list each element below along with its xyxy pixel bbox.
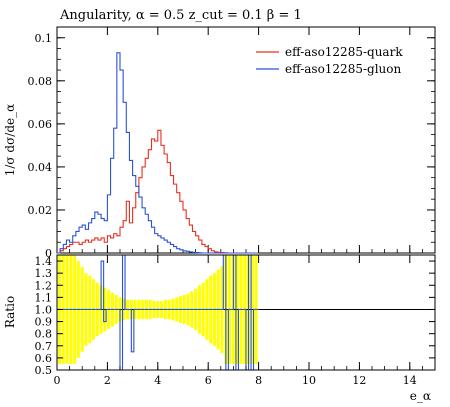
x-tick-label: 8 [255, 374, 262, 387]
x-tick-label: 4 [154, 374, 161, 387]
ratio-y-tick-label: 0.8 [35, 328, 53, 341]
legend-label-gluon: eff-aso12285-gluon [285, 62, 401, 76]
ratio-y-tick-label: 1.2 [35, 279, 53, 292]
histogram-quark [57, 129, 259, 254]
histogram-gluon [57, 52, 259, 254]
y-tick-label: 0.02 [28, 204, 53, 217]
x-tick-label: 10 [302, 374, 316, 387]
ratio-y-axis-title: Ratio [3, 296, 17, 328]
x-tick-label: 6 [205, 374, 212, 387]
y-tick-label: 0.1 [35, 32, 53, 45]
x-tick-label: 2 [104, 374, 111, 387]
legend-label-quark: eff-aso12285-quark [285, 45, 403, 59]
ratio-panel: 0.50.60.70.80.91.01.11.21.31.4 0 2 4 6 8 10 12 1… [35, 254, 436, 387]
chart-title: Angularity, α = 0.5 z_cut = 0.1 β = 1 [59, 8, 302, 23]
ratio-y-tick-label: 0.5 [35, 364, 53, 377]
y-tick-label: 0 [45, 247, 52, 260]
ratio-y-tick-label: 0.7 [35, 340, 53, 353]
ratio-y-tick-label: 1.4 [35, 255, 53, 268]
ratio-y-tick-label: 1.0 [35, 303, 53, 316]
ratio-y-tick-label: 1.3 [35, 267, 53, 280]
x-axis-title: e_α [410, 389, 431, 403]
x-tick-label: 12 [352, 374, 366, 387]
ratio-y-tick-label: 0.6 [35, 352, 53, 365]
x-tick-label: 14 [403, 374, 417, 387]
x-tick-label: 0 [54, 374, 61, 387]
legend: eff-aso12285-quark eff-aso12285-gluon [256, 45, 403, 76]
ratio-y-tick-label: 1.1 [35, 291, 53, 304]
y-tick-label: 0.08 [28, 75, 53, 88]
top-panel: 0 0.02 0.04 0.06 0.08 0.1 [28, 26, 436, 260]
y-axis-title: 1/σ dσ/de_α [3, 104, 17, 177]
ratio-y-tick-label: 0.9 [35, 316, 53, 329]
y-tick-label: 0.06 [28, 118, 53, 131]
y-tick-label: 0.04 [28, 161, 53, 174]
